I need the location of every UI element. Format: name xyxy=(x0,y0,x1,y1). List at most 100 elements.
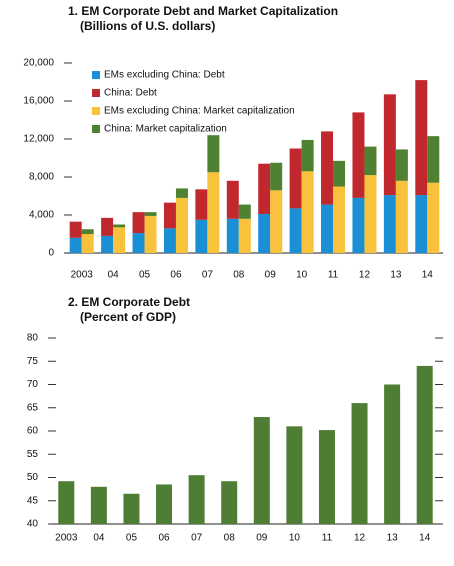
bar-segment xyxy=(207,135,220,173)
bar-segment xyxy=(69,237,82,253)
chart-subtitle: (Percent of GDP) xyxy=(80,310,176,324)
bar xyxy=(58,481,75,524)
bar-segment xyxy=(175,188,188,198)
x-tick-label: 12 xyxy=(359,270,371,281)
bar xyxy=(384,384,401,524)
bar xyxy=(221,481,238,524)
x-tick-label: 12 xyxy=(354,533,366,544)
bar-segment xyxy=(226,218,239,253)
bar-segment xyxy=(258,163,271,215)
x-tick-label: 13 xyxy=(387,533,399,544)
bar-segment xyxy=(175,197,188,253)
bar-segment xyxy=(81,234,94,253)
bar xyxy=(416,365,433,524)
bar-segment xyxy=(163,202,176,229)
x-tick-label: 10 xyxy=(289,533,301,544)
y-tick-label: 45 xyxy=(27,495,39,506)
bar xyxy=(156,484,173,524)
bar-segment xyxy=(195,219,208,253)
bar xyxy=(90,486,107,524)
y-tick-label: 80 xyxy=(27,333,39,344)
bar-segment xyxy=(395,149,408,181)
x-tick-label: 07 xyxy=(191,533,203,544)
chart-subtitle: (Billions of U.S. dollars) xyxy=(80,19,215,33)
x-tick-label: 13 xyxy=(390,270,402,281)
x-tick-label: 08 xyxy=(224,533,236,544)
bar-segment xyxy=(238,204,251,219)
bar-segment xyxy=(270,190,283,253)
x-tick-label: 04 xyxy=(108,270,120,281)
y-tick-label: 65 xyxy=(27,402,39,413)
bar-segment xyxy=(132,212,145,234)
bar-segment xyxy=(427,136,440,183)
bar-segment xyxy=(101,217,114,236)
y-tick-label: 55 xyxy=(27,449,39,460)
bar-segment xyxy=(333,186,346,253)
x-tick-label: 06 xyxy=(158,533,170,544)
bar-segment xyxy=(364,146,377,176)
bar-segment xyxy=(321,131,334,205)
y-tick-label: 12,000 xyxy=(23,134,54,145)
legend-swatch xyxy=(92,125,100,133)
bar-segment xyxy=(289,208,302,253)
bar-segment xyxy=(301,171,314,253)
bar-segment xyxy=(352,112,365,198)
x-tick-label: 11 xyxy=(328,270,339,281)
bar xyxy=(123,493,140,524)
bar-segment xyxy=(427,182,440,253)
legend-swatch xyxy=(92,71,100,79)
x-tick-label: 05 xyxy=(126,533,138,544)
x-tick-label: 2003 xyxy=(55,533,78,544)
chart-title: 1. EM Corporate Debt and Market Capitali… xyxy=(68,4,338,18)
bar-segment xyxy=(301,139,314,172)
bar-segment xyxy=(395,180,408,253)
y-tick-label: 75 xyxy=(27,356,39,367)
x-tick-label: 09 xyxy=(265,270,277,281)
x-tick-label: 2003 xyxy=(71,270,94,281)
bar-segment xyxy=(238,218,251,253)
x-tick-label: 05 xyxy=(139,270,151,281)
x-tick-label: 09 xyxy=(256,533,268,544)
x-tick-label: 08 xyxy=(233,270,245,281)
bar-segment xyxy=(207,172,220,253)
bar-segment xyxy=(81,229,94,234)
bar-segment xyxy=(415,195,428,253)
bar-segment xyxy=(144,215,157,253)
bar-segment xyxy=(195,189,208,220)
y-tick-label: 60 xyxy=(27,426,39,437)
bar-segment xyxy=(258,214,271,253)
chart-title: 2. EM Corporate Debt xyxy=(68,295,190,309)
bar-segment xyxy=(101,235,114,253)
bar-segment xyxy=(144,212,157,216)
legend-label: China: Market capitalization xyxy=(104,124,227,135)
legend-label: EMs excluding China: Debt xyxy=(104,70,225,81)
x-tick-label: 07 xyxy=(202,270,214,281)
bar-segment xyxy=(352,197,365,253)
bar-segment xyxy=(289,148,302,209)
bar-segment xyxy=(321,204,334,253)
bar xyxy=(188,475,205,524)
legend-swatch xyxy=(92,107,100,115)
bar-segment xyxy=(333,160,346,187)
bar-segment xyxy=(113,227,126,253)
y-tick-label: 70 xyxy=(27,379,39,390)
bar-segment xyxy=(415,80,428,196)
bar-segment xyxy=(270,162,283,191)
x-tick-label: 04 xyxy=(93,533,105,544)
bar-segment xyxy=(383,94,396,196)
y-tick-label: 40 xyxy=(27,519,39,530)
x-tick-label: 14 xyxy=(422,270,434,281)
bar-segment xyxy=(364,175,377,253)
bar-segment xyxy=(132,233,145,253)
x-tick-label: 11 xyxy=(322,533,333,544)
bar-segment xyxy=(383,195,396,253)
x-tick-label: 06 xyxy=(170,270,182,281)
y-tick-label: 50 xyxy=(27,472,39,483)
bar xyxy=(351,403,368,524)
y-tick-label: 16,000 xyxy=(23,96,54,107)
bar-segment xyxy=(163,228,176,253)
y-tick-label: 20,000 xyxy=(23,58,54,69)
legend-label: EMs excluding China: Market capitalizati… xyxy=(104,106,295,117)
bar xyxy=(318,430,335,524)
